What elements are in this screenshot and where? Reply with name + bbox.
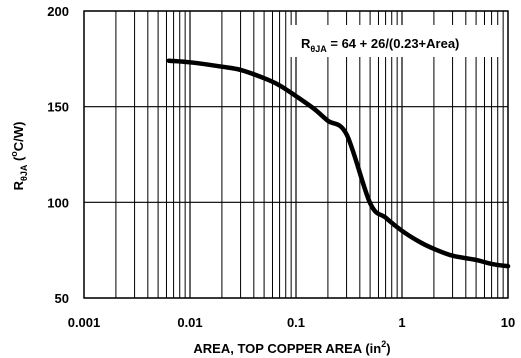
y-tick-label: 100 bbox=[47, 195, 69, 210]
x-tick-label: 0.1 bbox=[287, 315, 305, 330]
annotation-text: RθJA = 64 + 26/(0.23+Area) bbox=[301, 36, 459, 54]
x-tick-label: 0.001 bbox=[68, 315, 101, 330]
x-tick-label: 1 bbox=[398, 315, 405, 330]
equation-annotation: RθJA = 64 + 26/(0.23+Area) bbox=[290, 25, 502, 57]
x-tick-label: 0.01 bbox=[177, 315, 202, 330]
plot-frame bbox=[83, 10, 509, 299]
y-tick-label: 200 bbox=[47, 4, 69, 19]
x-tick-label: 10 bbox=[501, 315, 515, 330]
x-axis-label: AREA, TOP COPPER AREA (in2) bbox=[193, 339, 390, 356]
series bbox=[166, 58, 511, 269]
tick-labels: 0.001 0.01 0.1 1 10 50 100 150 200 bbox=[47, 4, 515, 330]
y-axis-label: RθJA (oC/W) bbox=[9, 122, 29, 191]
grid bbox=[83, 10, 509, 299]
y-tick-label: 50 bbox=[55, 291, 69, 306]
y-tick-label: 150 bbox=[47, 100, 69, 115]
annotation-background bbox=[290, 25, 502, 57]
series-line bbox=[166, 58, 511, 269]
